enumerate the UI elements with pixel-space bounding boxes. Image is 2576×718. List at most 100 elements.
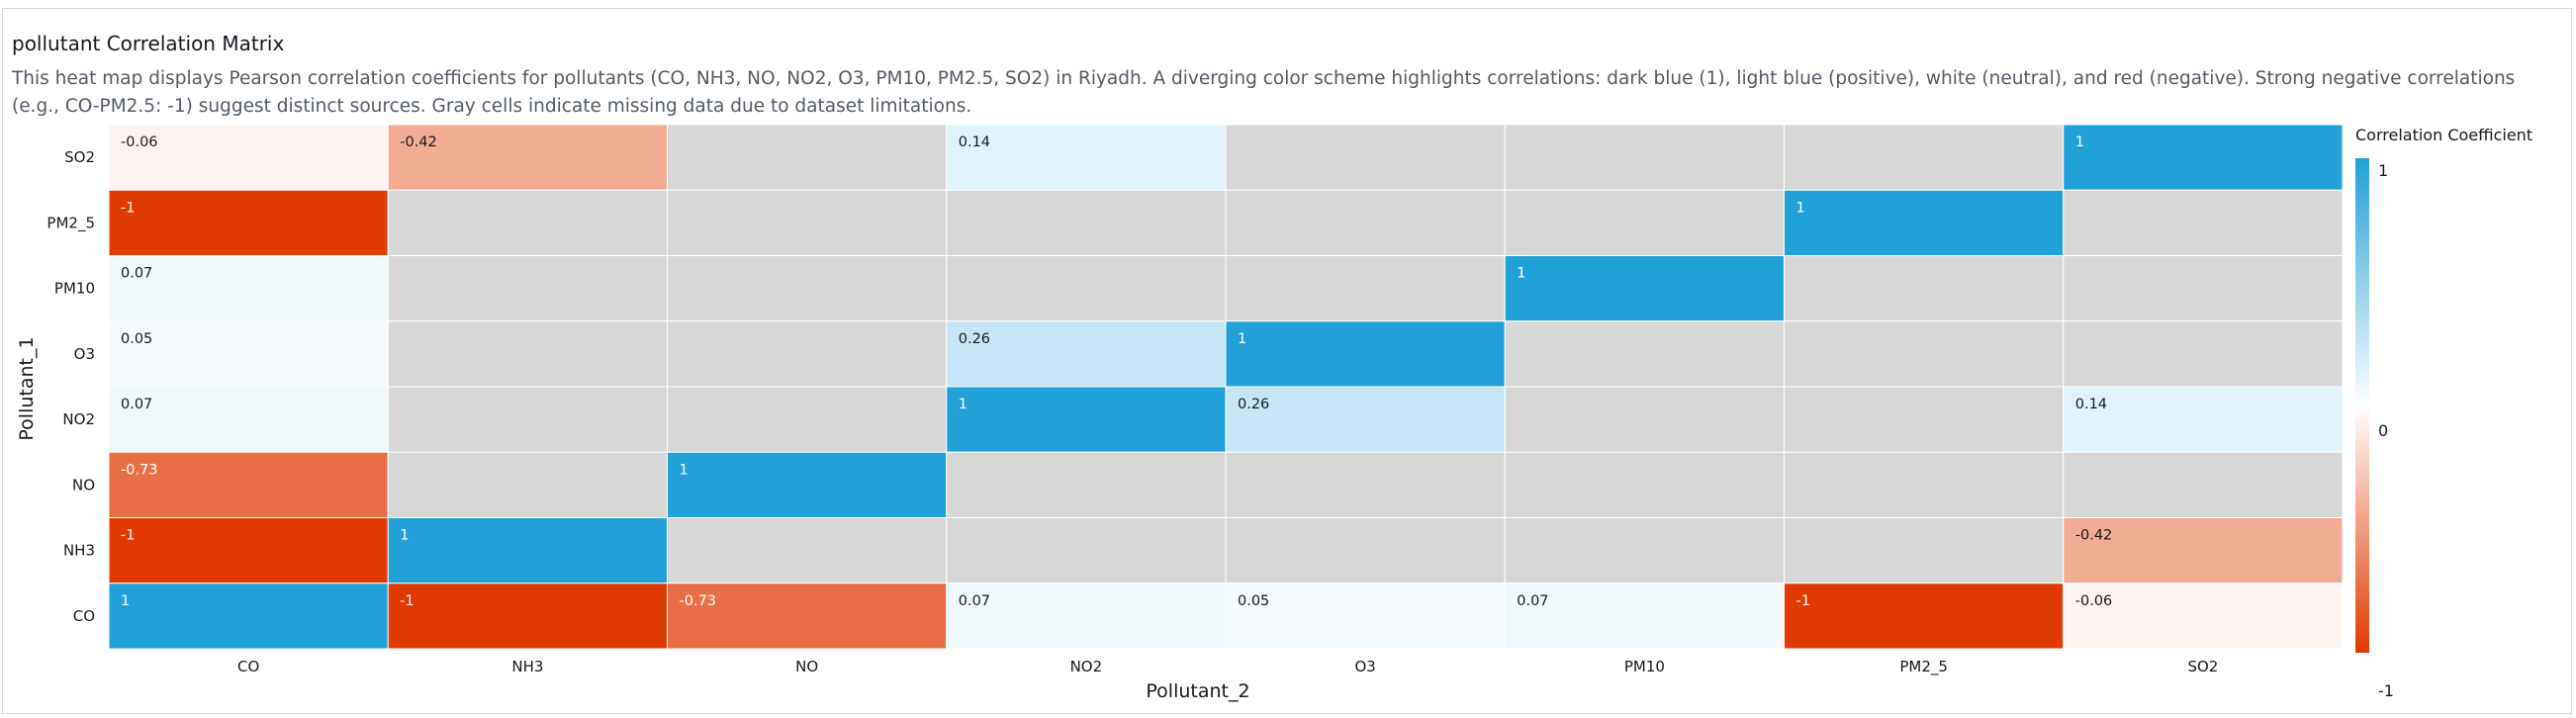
heatmap-cell-no2-pm10 bbox=[1504, 386, 1785, 453]
heatmap-cell-o3-pm2-5 bbox=[1784, 320, 2065, 388]
y-tick-label: PM10 bbox=[54, 280, 95, 298]
legend-color-bar bbox=[2355, 158, 2369, 653]
cell-value-label: -0.42 bbox=[2075, 528, 2113, 544]
cell-value-label: 0.07 bbox=[121, 266, 152, 282]
cell-value-label: 1 bbox=[1238, 331, 1246, 347]
cell-value-label: 0.07 bbox=[1517, 593, 1548, 609]
cell-value-label: 1 bbox=[121, 593, 130, 609]
heatmap-cell-pm10-co bbox=[108, 255, 389, 322]
heatmap-cell-nh3-o3 bbox=[1225, 517, 1506, 584]
cell-value-label: 1 bbox=[1796, 200, 1805, 216]
heatmap-cell-so2-co bbox=[108, 124, 389, 191]
y-axis-ticks: SO2 PM2_5 PM10 O3 NO2 NO NH3 CO bbox=[46, 148, 95, 625]
cell-value-label: 0.05 bbox=[121, 331, 152, 347]
y-tick-label: NH3 bbox=[63, 542, 95, 560]
heatmap-cell-no2-so2 bbox=[2063, 386, 2344, 453]
heatmap-cell-no-no2 bbox=[946, 451, 1227, 518]
cell-value-label: 1 bbox=[959, 397, 967, 412]
heatmap-cell-so2-no bbox=[667, 124, 948, 191]
heatmap-cell-pm10-no2 bbox=[946, 255, 1227, 322]
heatmap-cell-pm2-5-no2 bbox=[946, 189, 1227, 256]
heatmap-cell-no-nh3 bbox=[387, 451, 668, 518]
heatmap-cell-pm2-5-so2 bbox=[2063, 189, 2344, 256]
cell-value-label: -1 bbox=[400, 593, 414, 609]
y-tick-label: SO2 bbox=[64, 148, 95, 166]
x-tick-label: PM10 bbox=[1624, 658, 1665, 675]
heatmap-cell-no2-co bbox=[108, 386, 389, 453]
heatmap-cell-o3-pm10 bbox=[1504, 320, 1785, 388]
heatmap-cell-no-o3 bbox=[1225, 451, 1506, 518]
heatmap-cell-pm10-o3 bbox=[1225, 255, 1506, 322]
heatmap-cell-no-pm2-5 bbox=[1784, 451, 2065, 518]
x-tick-label: SO2 bbox=[2187, 658, 2218, 675]
x-tick-label: NO2 bbox=[1070, 658, 1103, 675]
cell-value-label: -1 bbox=[121, 200, 135, 216]
heatmap-cell-no2-nh3 bbox=[387, 386, 668, 453]
heatmap-cell-pm2-5-pm2-5 bbox=[1784, 189, 2065, 256]
heatmap-cell-pm10-pm10 bbox=[1504, 255, 1785, 322]
legend-tick-max: 1 bbox=[2378, 161, 2388, 180]
legend-title: Correlation Coefficient bbox=[2355, 126, 2532, 144]
x-tick-label: NH3 bbox=[511, 658, 543, 675]
heatmap-cell-no2-no bbox=[667, 386, 948, 453]
heatmap-cell-o3-nh3 bbox=[387, 320, 668, 388]
legend-tick-mid: 0 bbox=[2378, 421, 2388, 440]
heatmap-cell-nh3-co bbox=[108, 517, 389, 584]
heatmap-cell-pm2-5-co bbox=[108, 189, 389, 256]
cell-value-label: 0.26 bbox=[1238, 397, 1269, 412]
heatmap-cell-so2-pm2-5 bbox=[1784, 124, 2065, 191]
y-axis-title: Pollutant_1 bbox=[16, 336, 38, 440]
heatmap-cell-no-so2 bbox=[2063, 451, 2344, 518]
cell-value-label: 0.07 bbox=[121, 397, 152, 412]
heatmap-cell-pm2-5-no bbox=[667, 189, 948, 256]
heatmap-cell-co-no2 bbox=[946, 583, 1227, 650]
heatmap-cell-nh3-pm2-5 bbox=[1784, 517, 2065, 584]
cell-value-label: -0.06 bbox=[121, 135, 158, 150]
cell-value-label: -1 bbox=[121, 528, 135, 544]
heatmap-cell-nh3-no bbox=[667, 517, 948, 584]
heatmap-cell-co-pm10 bbox=[1504, 583, 1785, 650]
cell-value-label: 1 bbox=[1517, 266, 1525, 282]
heatmap-cell-pm10-so2 bbox=[2063, 255, 2344, 322]
y-tick-label: CO bbox=[73, 607, 95, 625]
y-tick-label: NO2 bbox=[62, 410, 95, 428]
heatmap-cell-no-no bbox=[667, 451, 948, 518]
heatmap-cell-o3-co bbox=[108, 320, 389, 388]
heatmap-cell-co-pm2-5 bbox=[1784, 583, 2065, 650]
heatmap-cell-pm10-nh3 bbox=[387, 255, 668, 322]
heatmap-cell-co-nh3 bbox=[387, 583, 668, 650]
x-tick-label: NO bbox=[795, 658, 818, 675]
chart-title: pollutant Correlation Matrix bbox=[12, 32, 285, 55]
x-axis-ticks: CO NH3 NO NO2 O3 PM10 PM2_5 SO2 bbox=[237, 658, 2218, 676]
heatmap-cell-pm2-5-o3 bbox=[1225, 189, 1506, 256]
cell-value-label: -0.42 bbox=[400, 135, 437, 150]
cell-value-label: -0.73 bbox=[680, 593, 717, 609]
cell-value-label: -1 bbox=[1796, 593, 1810, 609]
heatmap-cell-so2-o3 bbox=[1225, 124, 1506, 191]
heatmap-cell-so2-so2 bbox=[2063, 124, 2344, 191]
heatmap-cell-co-so2 bbox=[2063, 583, 2344, 650]
chart-subtitle: This heat map displays Pearson correlati… bbox=[12, 68, 2516, 117]
heatmap-cells: -0.06 -0.42 0.14 1 -1 1 0.07 1 0.05 0.26 1 0.07 1 0.2… bbox=[108, 124, 2344, 650]
heatmap-cell-nh3-so2 bbox=[2063, 517, 2344, 584]
cell-value-label: 1 bbox=[400, 528, 409, 544]
cell-value-label: -0.73 bbox=[121, 462, 158, 478]
heatmap-cell-pm10-no bbox=[667, 255, 948, 322]
cell-value-label: 0.14 bbox=[2075, 397, 2107, 412]
heatmap-cell-no2-no2 bbox=[946, 386, 1227, 453]
x-tick-label: O3 bbox=[1354, 658, 1375, 675]
heatmap-cell-nh3-no2 bbox=[946, 517, 1227, 584]
heatmap-cell-co-co bbox=[108, 583, 389, 650]
y-tick-label: PM2_5 bbox=[46, 214, 95, 232]
y-tick-label: NO bbox=[72, 476, 95, 494]
cell-value-label: 0.07 bbox=[959, 593, 990, 609]
heatmap-cell-nh3-nh3 bbox=[387, 517, 668, 584]
x-tick-label: CO bbox=[237, 658, 259, 675]
heatmap-cell-pm2-5-nh3 bbox=[387, 189, 668, 256]
heatmap-cell-co-no bbox=[667, 583, 948, 650]
cell-value-label: -0.06 bbox=[2075, 593, 2113, 609]
heatmap-cell-co-o3 bbox=[1225, 583, 1506, 650]
legend-tick-min: -1 bbox=[2378, 681, 2394, 700]
y-tick-label: O3 bbox=[74, 345, 95, 363]
